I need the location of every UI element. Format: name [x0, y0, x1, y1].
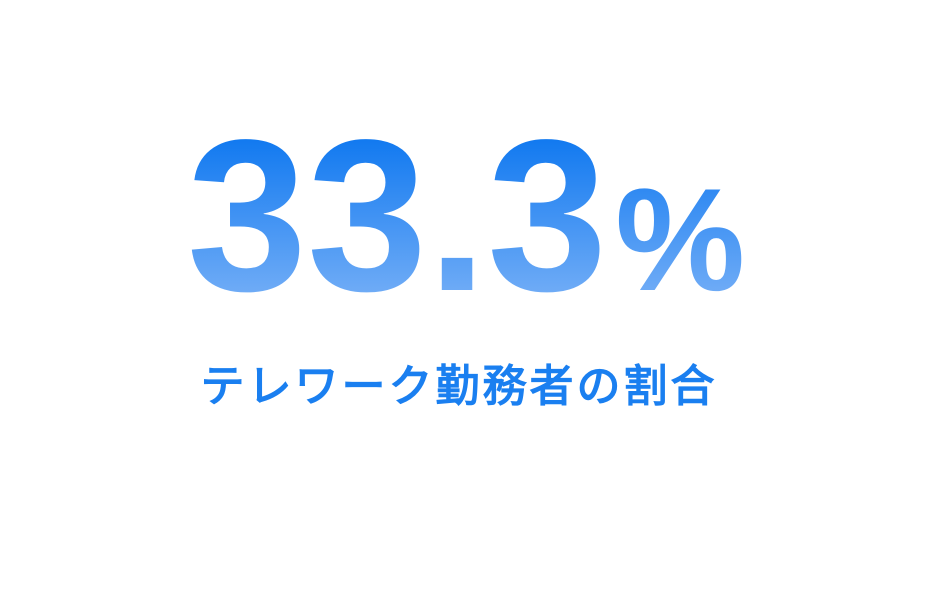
stat-label: テレワーク勤務者の割合 — [201, 361, 718, 412]
stat-figure: 33.3% — [187, 94, 745, 336]
stat-value: 33.3 — [187, 94, 607, 336]
stat-unit: % — [615, 158, 745, 321]
